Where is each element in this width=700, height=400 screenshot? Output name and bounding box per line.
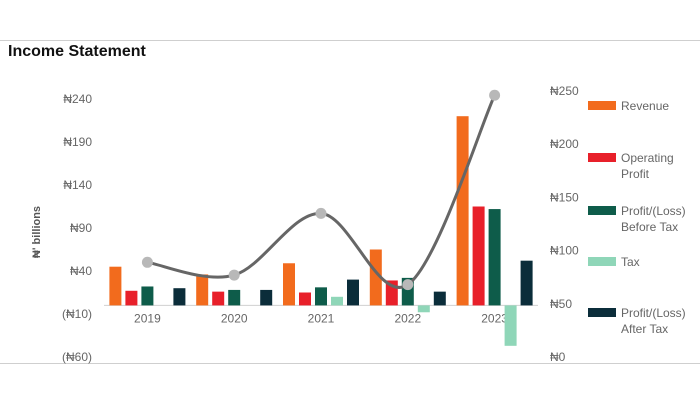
left-axis-tick-label: ₦140 (63, 178, 92, 192)
bar-operating-profit (212, 291, 225, 306)
line-point (402, 279, 414, 291)
bar-profit-loss-after-tax (520, 260, 533, 306)
left-axis-tick-label: (₦10) (62, 307, 92, 321)
x-axis-tick-label: 2023 (481, 311, 508, 325)
bar-profit-loss-before-tax (228, 289, 241, 306)
legend-swatch (588, 101, 616, 110)
bar-operating-profit (472, 206, 485, 306)
left-axis-tick-label: ₦240 (63, 92, 92, 106)
legend-swatch (588, 308, 616, 317)
chart-title: Income Statement (8, 43, 146, 60)
bar-tax (504, 305, 517, 346)
left-axis-tick-label: (₦60) (62, 350, 92, 364)
legend-label: Profit/(Loss) Before Tax (621, 204, 686, 234)
bar-tax (331, 296, 343, 306)
line-series (147, 94, 496, 289)
bar-operating-profit (125, 290, 138, 306)
line-point (228, 269, 240, 281)
legend-label: Profit/(Loss) After Tax (621, 306, 686, 336)
right-axis-tick-label: ₦200 (550, 137, 579, 151)
bar-profit-loss-before-tax (141, 286, 154, 306)
bar-revenue (109, 266, 122, 306)
bar-profit-loss-after-tax (433, 291, 446, 306)
bar-operating-profit (299, 292, 311, 306)
x-axis-tick-label: 2022 (394, 311, 421, 325)
bar-revenue (283, 263, 295, 306)
left-axis-tick-label: ₦90 (70, 221, 92, 235)
bar-profit-loss-after-tax (347, 279, 359, 306)
right-axis-tick-label: ₦250 (550, 84, 579, 98)
right-axis-tick-label: ₦150 (550, 190, 579, 204)
bar-tax (417, 305, 430, 313)
legend-label: Tax (621, 255, 640, 269)
line-point (141, 256, 153, 268)
bar-revenue (196, 274, 209, 306)
bar-revenue (369, 249, 382, 306)
legend-label: Operating Profit (621, 151, 674, 181)
bar-profit-loss-after-tax (260, 289, 273, 306)
chart-frame (0, 40, 700, 364)
right-axis-tick-label: ₦100 (550, 244, 579, 258)
x-axis-tick-label: 2019 (134, 311, 161, 325)
legend-swatch (588, 257, 616, 266)
bar-revenue (456, 116, 469, 306)
x-axis-tick-label: 2021 (308, 311, 335, 325)
bar-profit-loss-before-tax (315, 287, 327, 306)
right-axis-tick-label: ₦50 (550, 297, 572, 311)
line-point (315, 207, 327, 219)
bar-profit-loss-before-tax (488, 209, 501, 306)
left-axis-tick-label: ₦40 (70, 264, 92, 278)
legend-label: Revenue (621, 99, 669, 113)
legend-swatch (588, 153, 616, 162)
right-axis-tick-label: ₦0 (550, 350, 566, 364)
legend-swatch (588, 206, 616, 215)
y-axis-title: ₦' billions (31, 206, 43, 258)
bar-profit-loss-after-tax (173, 288, 186, 306)
left-axis-tick-label: ₦190 (63, 135, 92, 149)
x-axis-tick-label: 2020 (221, 311, 248, 325)
line-point (489, 89, 501, 101)
